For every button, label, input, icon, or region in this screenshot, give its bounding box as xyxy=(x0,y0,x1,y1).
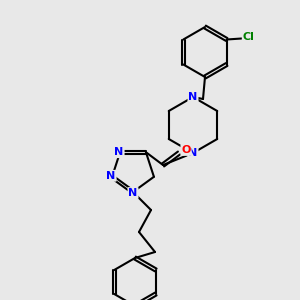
Text: N: N xyxy=(188,92,198,102)
Text: O: O xyxy=(181,145,191,155)
Text: N: N xyxy=(114,147,124,157)
Text: N: N xyxy=(188,148,198,158)
Text: N: N xyxy=(106,171,116,181)
Text: N: N xyxy=(128,188,138,198)
Text: Cl: Cl xyxy=(243,32,255,43)
